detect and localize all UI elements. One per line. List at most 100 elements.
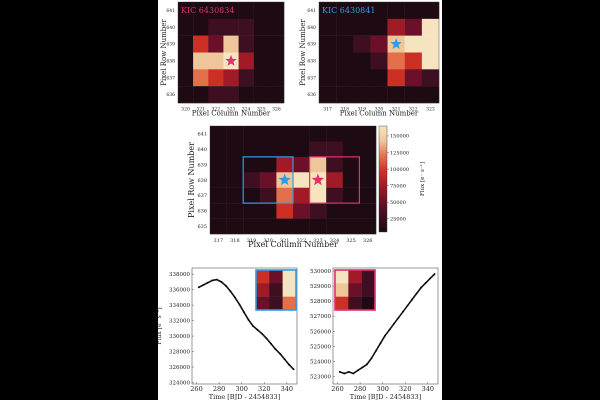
lightcurve-point xyxy=(365,363,368,366)
lightcurve-point xyxy=(433,273,436,275)
lightcurve-point xyxy=(270,342,272,345)
lightcurve-point xyxy=(229,290,232,293)
x-axis-label: Pixel Column Number xyxy=(340,110,419,118)
heatmap-cell xyxy=(253,18,270,36)
lightcurve-point xyxy=(243,311,245,313)
y-tick-label: 326000 xyxy=(169,365,190,371)
inset-cell xyxy=(256,283,270,297)
heatmap-cell xyxy=(359,187,377,204)
heatmap-cell xyxy=(208,18,224,36)
heatmap-cell xyxy=(243,141,260,158)
lightcurve-point xyxy=(424,282,427,284)
heatmap-cell xyxy=(387,86,405,104)
x-tick-label: 318 xyxy=(340,107,349,113)
heatmap-cell xyxy=(238,2,254,20)
y-axis-label: Pixel Row Number xyxy=(299,19,307,86)
lightcurve-point xyxy=(375,349,377,352)
y-tick-label: 636 xyxy=(197,209,207,215)
heatmap-cell xyxy=(259,126,277,142)
heatmap-cell xyxy=(342,156,360,173)
heatmap-cell xyxy=(226,126,244,142)
heatmap-cell xyxy=(293,141,310,158)
y-tick-label: 330000 xyxy=(169,334,190,340)
y-tick-label: 332000 xyxy=(169,319,190,325)
heatmap-cell xyxy=(226,203,244,219)
heatmap-cell xyxy=(326,172,343,188)
lightcurve-point xyxy=(397,316,400,319)
heatmap-cell xyxy=(238,52,254,70)
heatmap-cell xyxy=(353,18,371,36)
inset-cell xyxy=(335,270,349,284)
heatmap-cell xyxy=(178,2,194,20)
x-tick-label: 326 xyxy=(363,238,373,244)
heatmap-cell xyxy=(276,156,294,173)
lightcurve-point xyxy=(238,303,241,306)
inset-frame xyxy=(334,269,376,311)
inset-cell xyxy=(282,270,297,284)
heatmap-cell xyxy=(226,187,244,204)
heatmap-cell xyxy=(210,187,227,204)
heatmap-cell xyxy=(336,35,354,53)
heatmap-cell xyxy=(276,141,294,158)
heatmap-cell xyxy=(243,218,260,235)
x-tick-label: 317 xyxy=(214,238,224,244)
inset-aperture-image xyxy=(334,269,376,311)
x-axis-label: Time [BJD - 2454833] xyxy=(350,393,421,400)
lightcurve-point xyxy=(265,337,268,340)
heatmap-cell xyxy=(210,141,227,158)
x-tick-label: 320 xyxy=(181,107,190,113)
lightcurve-point xyxy=(429,277,431,280)
inset-cell xyxy=(282,283,297,297)
heatmap-cell xyxy=(193,35,209,53)
lightcurve-4: 260 280 300 320 340 530000 529000 528000 527000 5… xyxy=(310,267,439,400)
inset-aperture-image xyxy=(255,269,297,311)
inset-cell xyxy=(361,283,376,297)
lightcurve-point xyxy=(288,363,290,366)
heatmap-cell xyxy=(210,172,227,188)
y-tick-label: 637 xyxy=(166,75,175,81)
heatmap-cell xyxy=(421,69,440,87)
colorbar-label: Flux [e⁻ s⁻¹] xyxy=(419,162,426,196)
heatmap-cell xyxy=(223,35,239,53)
colorbar-tick-label: 50000 xyxy=(390,200,406,206)
lightcurve-line xyxy=(339,273,436,375)
heatmap-cell xyxy=(404,69,423,87)
heatmap-cell xyxy=(208,69,224,87)
lightcurve-point xyxy=(224,284,227,287)
heatmap-cell xyxy=(421,86,440,104)
x-tick-label: 325 xyxy=(257,107,266,113)
heatmap-cell xyxy=(359,218,377,235)
heatmap-cell xyxy=(370,2,388,20)
heatmap-cell xyxy=(226,172,244,188)
heatmap-cell xyxy=(276,187,294,204)
heatmap-cell xyxy=(387,2,405,20)
heatmap-cell xyxy=(293,187,310,204)
x-axis-label: Pixel Column Number xyxy=(192,110,271,118)
panel-title: KIC 6430834 xyxy=(181,6,234,15)
heatmap-cell xyxy=(243,172,260,188)
x-tick-label: 325 xyxy=(346,238,356,244)
x-tick-label: 300 xyxy=(376,385,388,393)
heatmap-cell xyxy=(276,126,294,142)
heatmap-cell xyxy=(210,156,227,173)
x-tick-label: 340 xyxy=(281,385,293,393)
y-tick-label: 637 xyxy=(197,193,207,199)
x-tick-label: 260 xyxy=(190,385,202,393)
lightcurve-point xyxy=(379,342,382,345)
heatmap-cell xyxy=(342,126,360,142)
plot-frame xyxy=(209,125,377,235)
heatmap-cell xyxy=(253,2,270,20)
heatmap-cell xyxy=(210,126,227,142)
heatmap-1: 317 318 319 320 321 322 323641640639638637636P… xyxy=(299,1,440,118)
inset-cell xyxy=(348,283,362,297)
heatmap-cell xyxy=(243,187,260,204)
colorbar-tick-label: 100000 xyxy=(390,167,409,173)
x-tick-label: 324 xyxy=(330,238,340,244)
inset-cell xyxy=(256,296,270,311)
lightcurve-point xyxy=(356,369,359,372)
heatmap-cell xyxy=(319,69,337,87)
x-tick-label: 321 xyxy=(196,107,205,113)
heatmap-cell xyxy=(336,86,354,104)
x-tick-label: 321 xyxy=(392,107,401,113)
lightcurve-point xyxy=(234,296,236,299)
